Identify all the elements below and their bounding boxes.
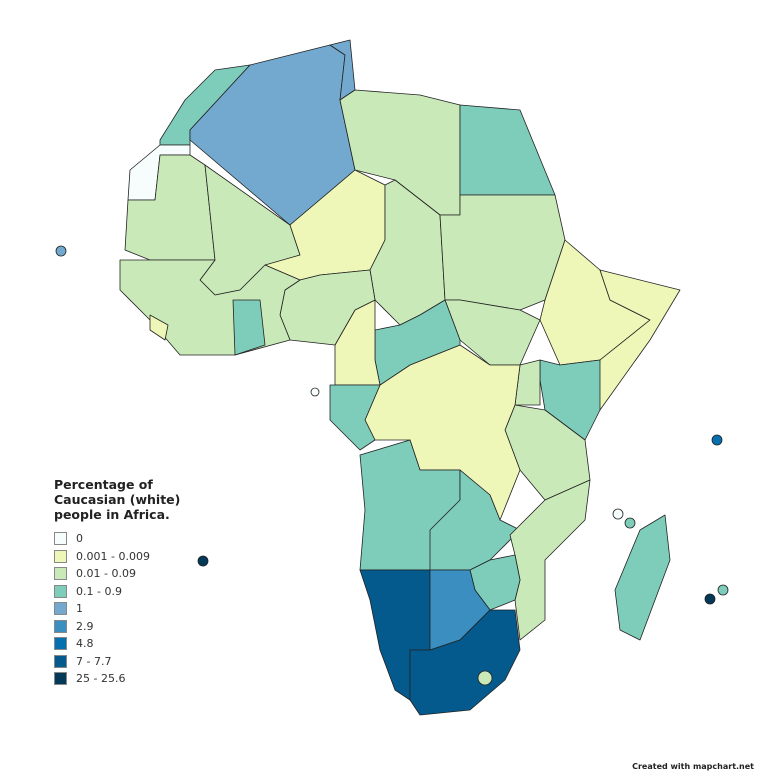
legend-item: 0.1 - 0.9 [54,583,184,601]
legend-label: 0.01 - 0.09 [76,567,136,581]
legend-swatch [54,602,67,616]
legend-swatch [54,549,67,563]
region-comoros [624,517,636,529]
legend-label: 2.9 [76,619,94,633]
legend-swatch [54,672,67,686]
legend-label: 0.001 - 0.009 [76,549,150,563]
legend-label: 7 - 7.7 [76,654,112,668]
legend-swatch [54,619,67,633]
legend-swatch [54,654,67,668]
country-ghana [232,299,266,356]
country-congo-gabon [329,384,381,451]
legend-item: 25 - 25.6 [54,670,184,688]
region-sao-tome [310,387,320,397]
country-egypt [459,104,556,196]
legend: Percentage of Caucasian (white) people i… [54,477,184,688]
credit-text: Created with mapchart.net [632,762,754,771]
country-mozambique [509,479,591,641]
legend-label: 0 [76,532,83,546]
legend-label: 25 - 25.6 [76,672,126,686]
country-liberia [149,314,169,341]
legend-swatch [54,584,67,598]
country-south-africa [409,609,521,716]
country-south-sudan [444,299,541,366]
legend-label: 4.8 [76,637,94,651]
legend-item: 1 [54,600,184,618]
region-mauritius [704,593,716,605]
country-madagascar [614,514,671,641]
legend-swatch [54,532,67,546]
legend-item: 2.9 [54,618,184,636]
legend-label: 1 [76,602,83,616]
region-mayotte [612,508,624,520]
region-cape-verde [55,245,67,257]
legend-swatch [54,567,67,581]
legend-item: 7 - 7.7 [54,653,184,671]
region-seychelles [711,434,723,446]
country-dr-congo [364,344,521,521]
legend-label: 0.1 - 0.9 [76,584,122,598]
legend-item: 4.8 [54,635,184,653]
legend-item: 0 [54,530,184,548]
region-saint-helena [197,555,209,567]
legend-item: 0.001 - 0.009 [54,548,184,566]
legend-title: Percentage of Caucasian (white) people i… [54,477,181,522]
region-lesotho [477,670,493,686]
legend-swatch [54,637,67,651]
legend-item: 0.01 - 0.09 [54,565,184,583]
country-kenya [539,359,601,441]
region-reunion [717,584,729,596]
